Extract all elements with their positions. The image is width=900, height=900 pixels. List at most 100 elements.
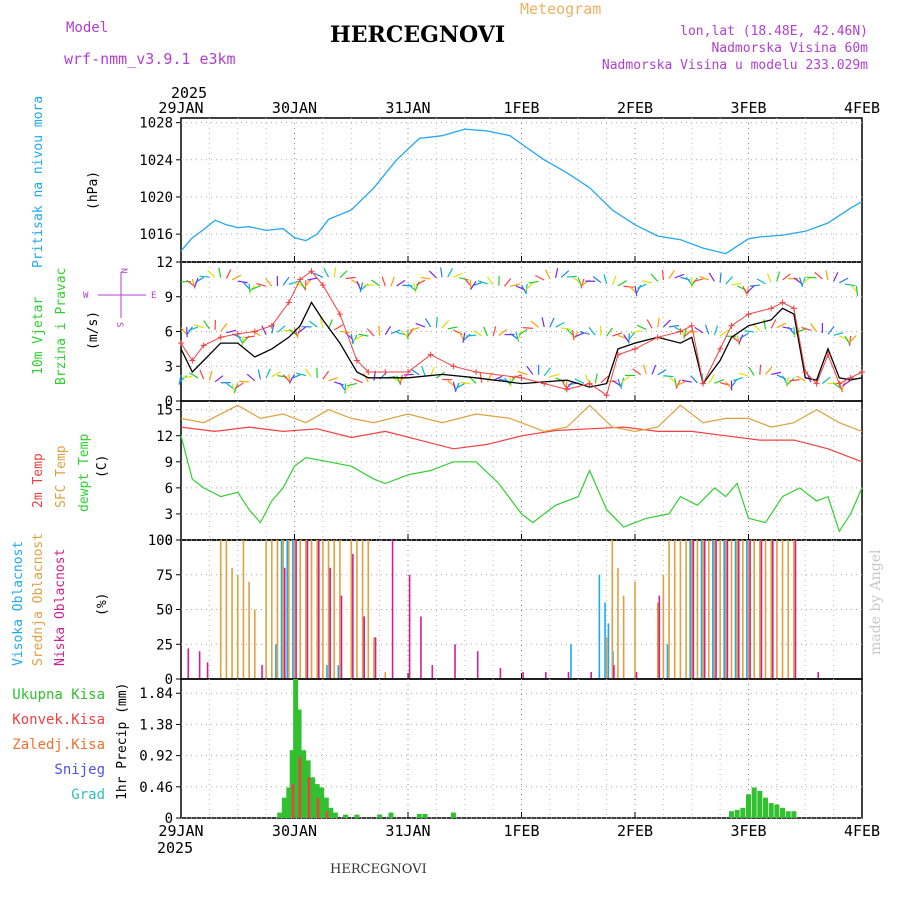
wind-arrow xyxy=(577,277,583,288)
wind-arrow xyxy=(421,365,426,376)
wind-arrow xyxy=(554,268,559,279)
wind-arrow xyxy=(414,281,420,291)
wind-arrow xyxy=(462,332,466,343)
gust-marker xyxy=(677,328,684,335)
gust-marker xyxy=(365,369,372,376)
wind-arrow xyxy=(226,329,237,334)
precip-bar xyxy=(734,809,740,818)
wind-arrow xyxy=(504,278,512,287)
wind-arrow xyxy=(668,324,680,328)
y-tick-label: 9 xyxy=(165,455,173,471)
wind-arrow xyxy=(290,374,301,380)
legend-ukupna: Ukupna Kisa xyxy=(12,687,105,703)
wind-arrow xyxy=(574,378,585,385)
wind-arrow xyxy=(561,327,572,331)
gust-marker xyxy=(688,322,695,329)
wind-arrow xyxy=(821,376,831,384)
wind-arrow xyxy=(841,381,846,392)
wind-arrow xyxy=(679,327,686,338)
precip-unit: 1hr Precip (mm) xyxy=(115,683,130,800)
temp-2m-label: 2m Temp xyxy=(31,453,46,508)
wind-arrow xyxy=(549,373,560,378)
wind-arrow xyxy=(833,272,839,282)
wind-arrow xyxy=(441,320,450,329)
wind-arrow xyxy=(246,373,256,382)
top-date-label: 2FEB xyxy=(617,99,653,117)
wind-arrow xyxy=(178,375,188,383)
y-tick-label: 0 xyxy=(165,533,173,549)
wind-arrow xyxy=(403,373,414,376)
wind-arrow xyxy=(322,370,330,380)
wind-arrow xyxy=(261,325,267,336)
precip-bar xyxy=(332,812,338,818)
wind-arrow xyxy=(282,276,290,286)
lonlat-text: lon,lat (18.48E, 42.46N) xyxy=(680,24,868,39)
wind-arrow xyxy=(296,372,306,377)
wind-arrow xyxy=(453,329,463,336)
wind-arrow xyxy=(509,333,519,340)
wind-arrow xyxy=(730,378,738,388)
wind-arrow xyxy=(180,327,188,336)
wind-arrow xyxy=(545,269,551,280)
precip-bar xyxy=(728,811,734,818)
gust-marker xyxy=(813,380,820,387)
wind-arrow xyxy=(756,278,766,285)
temp-line-0 xyxy=(180,426,863,463)
y-tick-label: 3 xyxy=(165,359,173,375)
y-tick-label: 1.38 xyxy=(139,717,173,733)
year-bottom: 2025 xyxy=(157,839,193,857)
bottom-date-label: 1FEB xyxy=(503,822,539,840)
wind-arrow xyxy=(825,270,829,281)
gust-marker xyxy=(473,369,480,376)
gust-marker xyxy=(779,299,786,306)
wind-arrow xyxy=(555,321,565,328)
gust-marker xyxy=(200,342,207,349)
wind-arrow xyxy=(549,317,555,328)
wind-arrow xyxy=(646,319,653,329)
gust-marker xyxy=(427,351,434,358)
wind-arrow xyxy=(731,282,742,286)
wind-arrow xyxy=(308,320,318,328)
wind-arrow xyxy=(250,285,261,291)
wind-arrow xyxy=(466,334,477,337)
wind-arrow xyxy=(483,326,489,337)
gust-marker xyxy=(268,322,275,329)
gust-marker xyxy=(217,334,224,341)
wind-arrow xyxy=(345,276,356,280)
wind-arrow xyxy=(782,326,793,330)
wind-arrow xyxy=(683,329,693,338)
bottom-date-label: 2FEB xyxy=(617,822,653,840)
gust-marker xyxy=(859,369,865,376)
panel-frame xyxy=(180,117,863,263)
y-tick-label: 6 xyxy=(165,325,173,341)
y-tick-label: 1.84 xyxy=(139,686,173,702)
panel-4: 0 0.46 0.92 1.38 1.84 xyxy=(139,678,863,827)
wind-arrow xyxy=(842,379,851,387)
y-tick-label: 3 xyxy=(165,507,173,523)
wind-arrow xyxy=(304,368,312,378)
wind-arrow xyxy=(178,374,182,385)
wind-arrow xyxy=(472,330,483,337)
gust-marker xyxy=(603,392,610,399)
wind-speed-line xyxy=(180,301,863,388)
wind-arrow xyxy=(739,332,749,339)
wind-arrow xyxy=(738,372,749,378)
wind-arrow xyxy=(844,283,855,287)
precip-bar xyxy=(343,814,349,818)
wind-arrow xyxy=(199,275,210,278)
gust-marker xyxy=(308,268,315,275)
wind-arrow xyxy=(787,326,796,335)
wind-arrow xyxy=(611,379,622,387)
y-tick-label: 0 xyxy=(165,811,173,827)
wind-arrow xyxy=(849,334,857,344)
wind-arrow xyxy=(515,332,520,342)
wind-arrow xyxy=(203,320,210,330)
wind-arrow xyxy=(594,373,598,384)
wind-arrow xyxy=(458,331,465,341)
temp-line-1 xyxy=(180,404,863,433)
precip-bar xyxy=(791,811,797,818)
y-tick-label: 0.92 xyxy=(139,749,173,765)
wind-arrow xyxy=(543,367,551,377)
wind-arrow xyxy=(674,378,678,389)
